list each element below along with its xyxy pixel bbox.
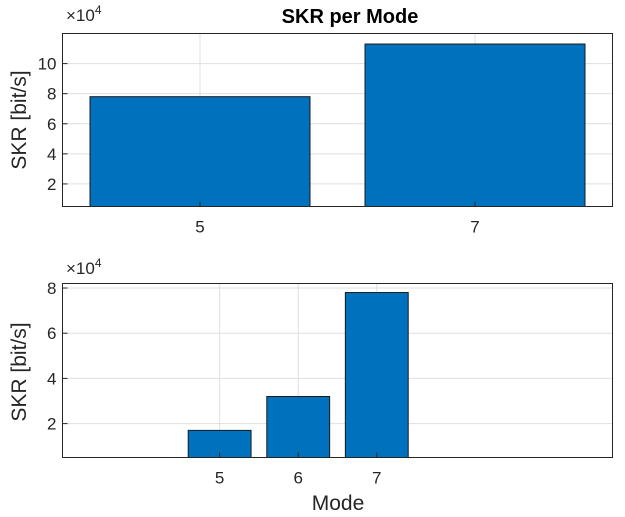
- top-bar-mode-5: [89, 96, 311, 207]
- bottom-x-tick-label: 5: [215, 469, 224, 488]
- bottom-bar-mode-6: [266, 395, 331, 458]
- bottom-y-ticks: 2 4 6 8: [47, 279, 68, 434]
- top-y-tick-label: 6: [47, 115, 56, 134]
- bottom-x-axis-label: Mode: [312, 492, 365, 515]
- top-y-tick-label: 8: [47, 85, 56, 104]
- bottom-subplot: ×104 SKR [bit/s] 2 4 6 8 5 6 7 Mode: [8, 256, 613, 515]
- bottom-bar-mode-7: [344, 292, 409, 459]
- bottom-y-tick-label: 4: [47, 369, 56, 388]
- top-bar-mode-7: [364, 43, 586, 207]
- top-y-tick-label: 4: [47, 145, 56, 164]
- top-y-exponent: ×104: [66, 3, 102, 25]
- top-y-axis-label: SKR [bit/s]: [8, 70, 31, 169]
- top-x-tick-label: 7: [470, 218, 479, 237]
- bottom-y-tick-label: 8: [47, 279, 56, 298]
- top-y-tick-label: 10: [38, 55, 57, 74]
- top-y-tick-label: 2: [47, 175, 56, 194]
- bottom-y-tick-label: 2: [47, 415, 56, 434]
- bottom-x-tick-label: 6: [293, 469, 302, 488]
- bottom-y-axis-label: SKR [bit/s]: [8, 322, 31, 421]
- bottom-bars: [187, 292, 409, 459]
- top-y-ticks: 2 4 6 8 10: [38, 55, 68, 194]
- top-x-tick-label: 5: [195, 218, 204, 237]
- top-bars: [89, 43, 586, 207]
- bottom-y-tick-label: 6: [47, 324, 56, 343]
- top-chart-title: SKR per Mode: [282, 6, 419, 28]
- top-axes-box: [62, 33, 613, 207]
- bottom-y-exponent: ×104: [66, 256, 102, 278]
- bottom-x-ticks: 5 6 7: [215, 452, 382, 488]
- bottom-x-tick-label: 7: [372, 469, 381, 488]
- bottom-grid: [62, 283, 613, 458]
- bottom-axes-box: [62, 283, 613, 458]
